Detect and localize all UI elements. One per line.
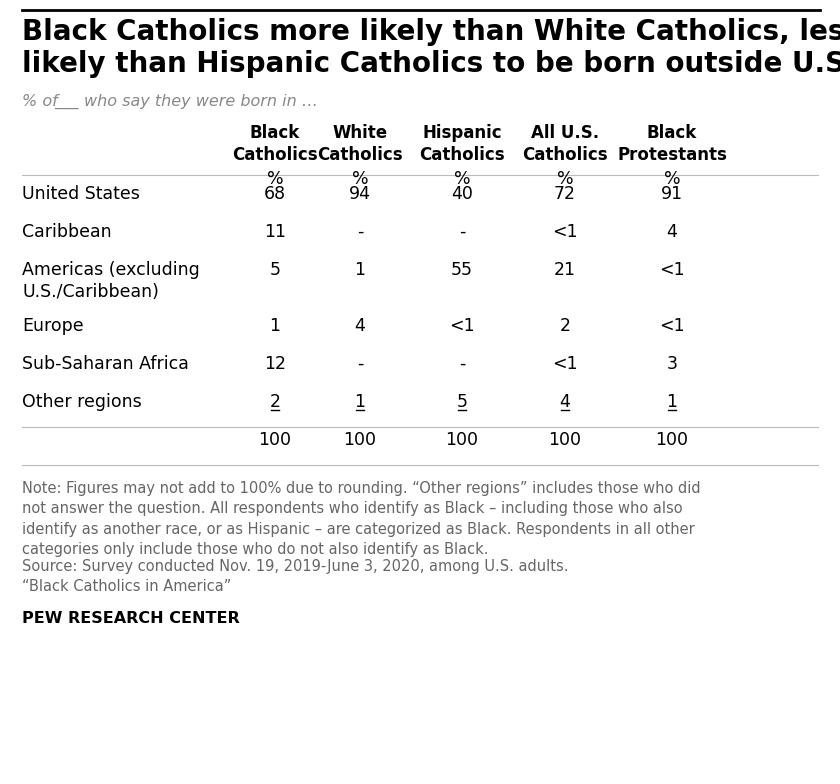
Text: 91: 91 — [661, 185, 683, 203]
Text: Caribbean: Caribbean — [22, 223, 112, 241]
Text: 11: 11 — [264, 223, 286, 241]
Text: 2: 2 — [270, 393, 281, 411]
Text: 68: 68 — [264, 185, 286, 203]
Text: United States: United States — [22, 185, 140, 203]
Text: %: % — [664, 170, 680, 188]
Text: 12: 12 — [264, 355, 286, 373]
Text: %: % — [352, 170, 368, 188]
Text: 3: 3 — [666, 355, 678, 373]
Text: 21: 21 — [554, 261, 576, 279]
Text: <1: <1 — [552, 355, 578, 373]
Text: Hispanic
Catholics: Hispanic Catholics — [419, 124, 505, 164]
Text: White
Catholics: White Catholics — [318, 124, 403, 164]
Text: 4: 4 — [354, 317, 365, 335]
Text: Sub-Saharan Africa: Sub-Saharan Africa — [22, 355, 189, 373]
Text: 5: 5 — [270, 261, 281, 279]
Text: 100: 100 — [549, 431, 581, 449]
Text: -: - — [459, 355, 465, 373]
Text: 4: 4 — [559, 393, 570, 411]
Text: All U.S.
Catholics: All U.S. Catholics — [522, 124, 608, 164]
Text: <1: <1 — [552, 223, 578, 241]
Text: %: % — [557, 170, 574, 188]
Text: 40: 40 — [451, 185, 473, 203]
Text: % of: % of — [22, 94, 63, 109]
Text: <1: <1 — [659, 317, 685, 335]
Text: who say they were born in …: who say they were born in … — [84, 94, 318, 109]
Text: 5: 5 — [456, 393, 468, 411]
Text: <1: <1 — [449, 317, 475, 335]
Text: Americas (excluding
U.S./Caribbean): Americas (excluding U.S./Caribbean) — [22, 261, 200, 300]
Text: 94: 94 — [349, 185, 371, 203]
Text: 1: 1 — [270, 317, 281, 335]
Text: Other regions: Other regions — [22, 393, 142, 411]
Text: Black
Catholics: Black Catholics — [232, 124, 318, 164]
Text: 4: 4 — [667, 223, 677, 241]
Text: 1: 1 — [354, 261, 365, 279]
Text: PEW RESEARCH CENTER: PEW RESEARCH CENTER — [22, 611, 239, 626]
Text: Source: Survey conducted Nov. 19, 2019-June 3, 2020, among U.S. adults.: Source: Survey conducted Nov. 19, 2019-J… — [22, 559, 569, 574]
Text: 1: 1 — [666, 393, 678, 411]
Text: %: % — [266, 170, 283, 188]
Text: Black
Protestants: Black Protestants — [617, 124, 727, 164]
Text: 1: 1 — [354, 393, 365, 411]
Text: 100: 100 — [655, 431, 689, 449]
Text: <1: <1 — [659, 261, 685, 279]
Text: %: % — [454, 170, 470, 188]
Text: 2: 2 — [559, 317, 570, 335]
Text: “Black Catholics in America”: “Black Catholics in America” — [22, 579, 231, 594]
Text: -: - — [357, 355, 363, 373]
Text: -: - — [357, 223, 363, 241]
Text: 100: 100 — [259, 431, 291, 449]
Text: likely than Hispanic Catholics to be born outside U.S.: likely than Hispanic Catholics to be bor… — [22, 50, 840, 78]
Text: 72: 72 — [554, 185, 576, 203]
Text: 55: 55 — [451, 261, 473, 279]
Text: 100: 100 — [445, 431, 479, 449]
Text: 100: 100 — [344, 431, 376, 449]
Text: Black Catholics more likely than White Catholics, less: Black Catholics more likely than White C… — [22, 18, 840, 46]
Text: ___: ___ — [54, 94, 83, 109]
Text: Note: Figures may not add to 100% due to rounding. “Other regions” includes thos: Note: Figures may not add to 100% due to… — [22, 481, 701, 557]
Text: -: - — [459, 223, 465, 241]
Text: Europe: Europe — [22, 317, 84, 335]
